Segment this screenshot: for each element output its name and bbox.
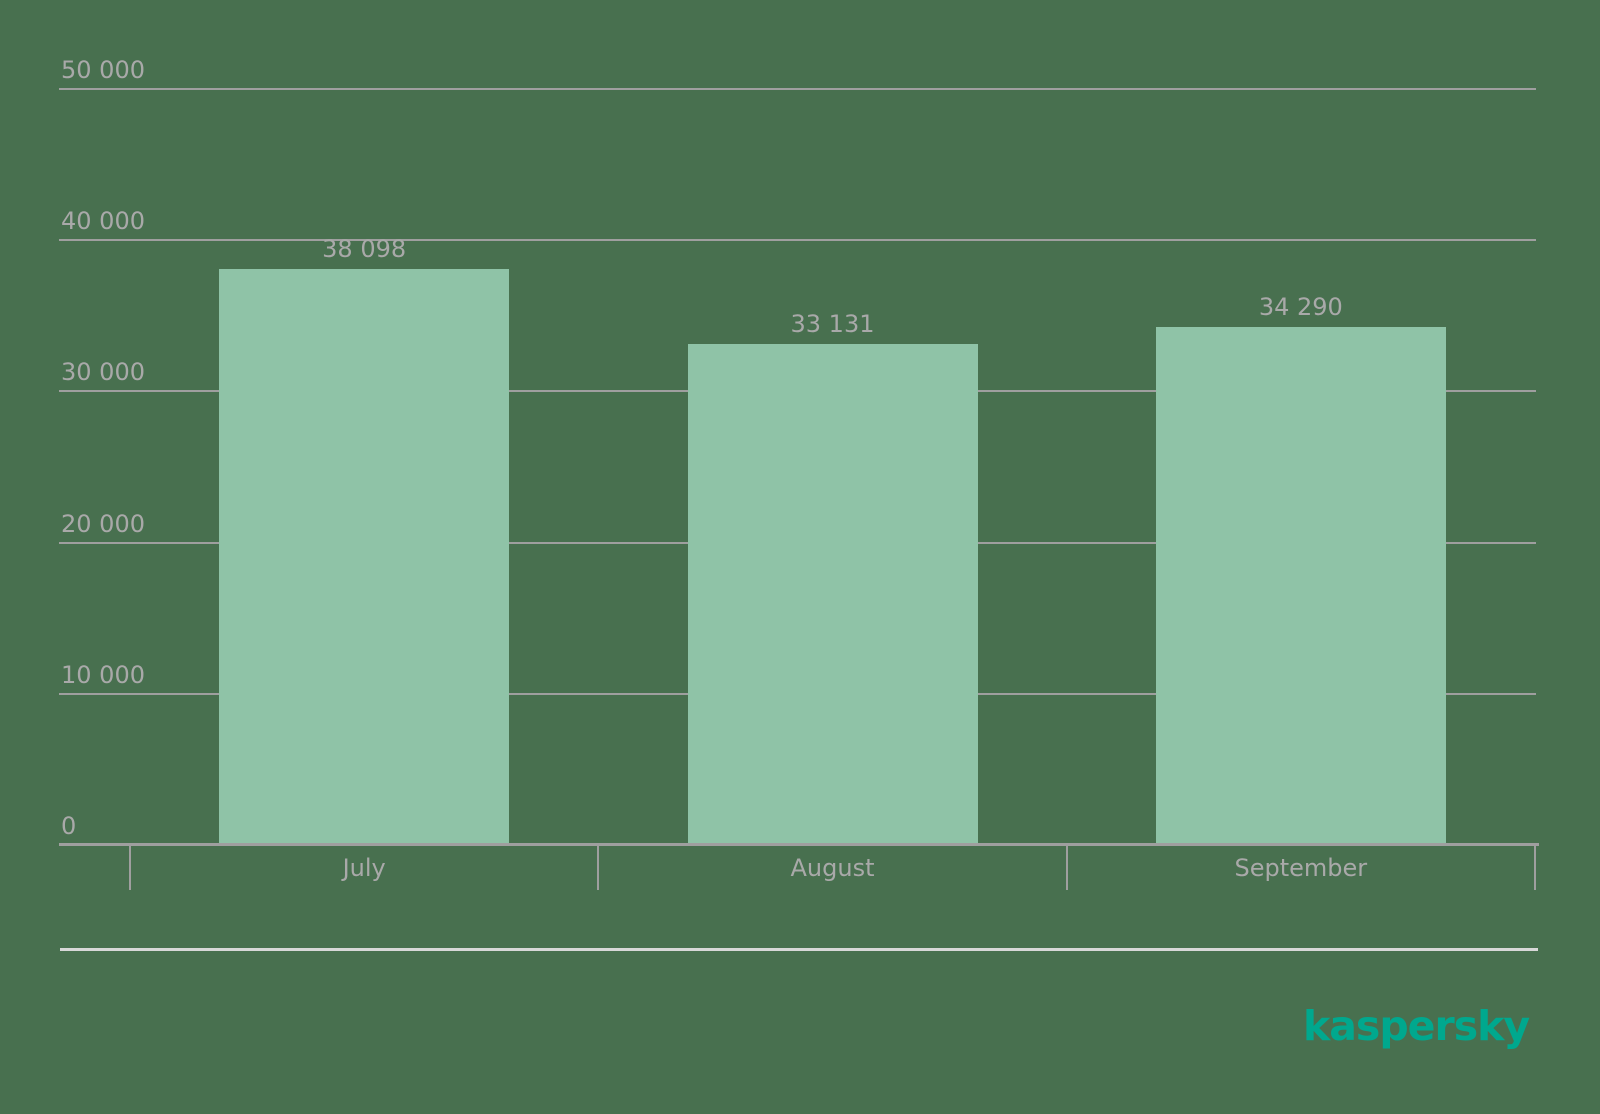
y-axis-tick-label: 0	[61, 812, 77, 840]
bar-july	[219, 268, 510, 845]
y-gridline-50000	[59, 88, 1536, 90]
y-axis-tick-label: 30 000	[61, 358, 145, 387]
x-axis-category-label: September	[1234, 854, 1368, 882]
y-axis-tick-label: 10 000	[61, 660, 145, 689]
y-axis-tick-label: 40 000	[61, 207, 145, 236]
x-axis-tick	[1534, 846, 1536, 890]
bar-value-label: 33 131	[790, 310, 875, 339]
x-axis-tick	[129, 846, 131, 890]
kaspersky-logo: kaspersky	[1303, 1002, 1530, 1050]
bar-value-label: 38 098	[322, 234, 407, 263]
y-axis-tick-label: 20 000	[61, 509, 145, 538]
y-axis-tick-label: 50 000	[61, 56, 145, 84]
x-axis-line	[59, 843, 1539, 846]
x-axis-category-label: July	[342, 854, 386, 882]
x-axis-tick	[597, 846, 600, 890]
bar-september	[1155, 326, 1446, 845]
x-axis-tick	[1065, 846, 1068, 890]
bar-value-label: 34 290	[1258, 292, 1343, 321]
bar-august	[687, 344, 978, 845]
footer-separator-line	[60, 948, 1538, 951]
y-gridline-40000	[59, 239, 1536, 242]
x-axis-category-label: August	[790, 854, 875, 882]
